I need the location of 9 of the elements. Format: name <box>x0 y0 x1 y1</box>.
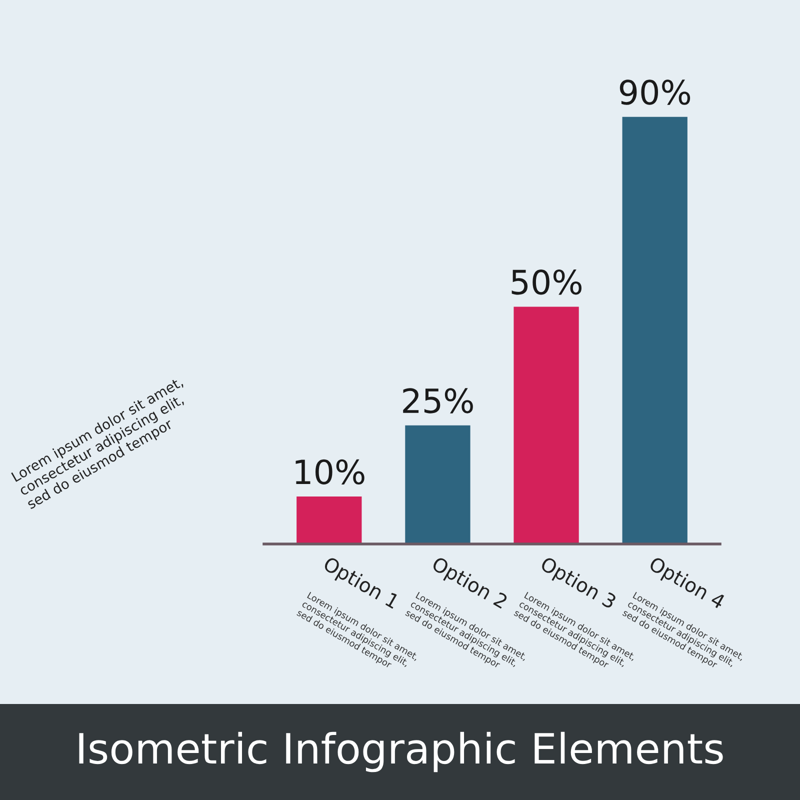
bar <box>296 496 362 544</box>
data-label: 50% <box>512 269 582 295</box>
bar <box>514 306 579 544</box>
data-label: 90% <box>620 80 690 105</box>
data-label: 10% <box>296 459 364 485</box>
data-label: 25% <box>403 388 473 414</box>
bar <box>622 116 688 544</box>
text: Isometric Infographic Elements <box>79 732 723 772</box>
bar <box>405 425 470 544</box>
